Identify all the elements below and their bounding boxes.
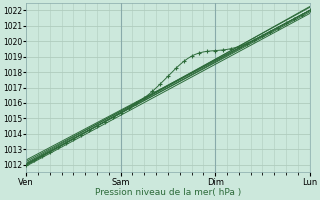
X-axis label: Pression niveau de la mer( hPa ): Pression niveau de la mer( hPa ) bbox=[95, 188, 241, 197]
